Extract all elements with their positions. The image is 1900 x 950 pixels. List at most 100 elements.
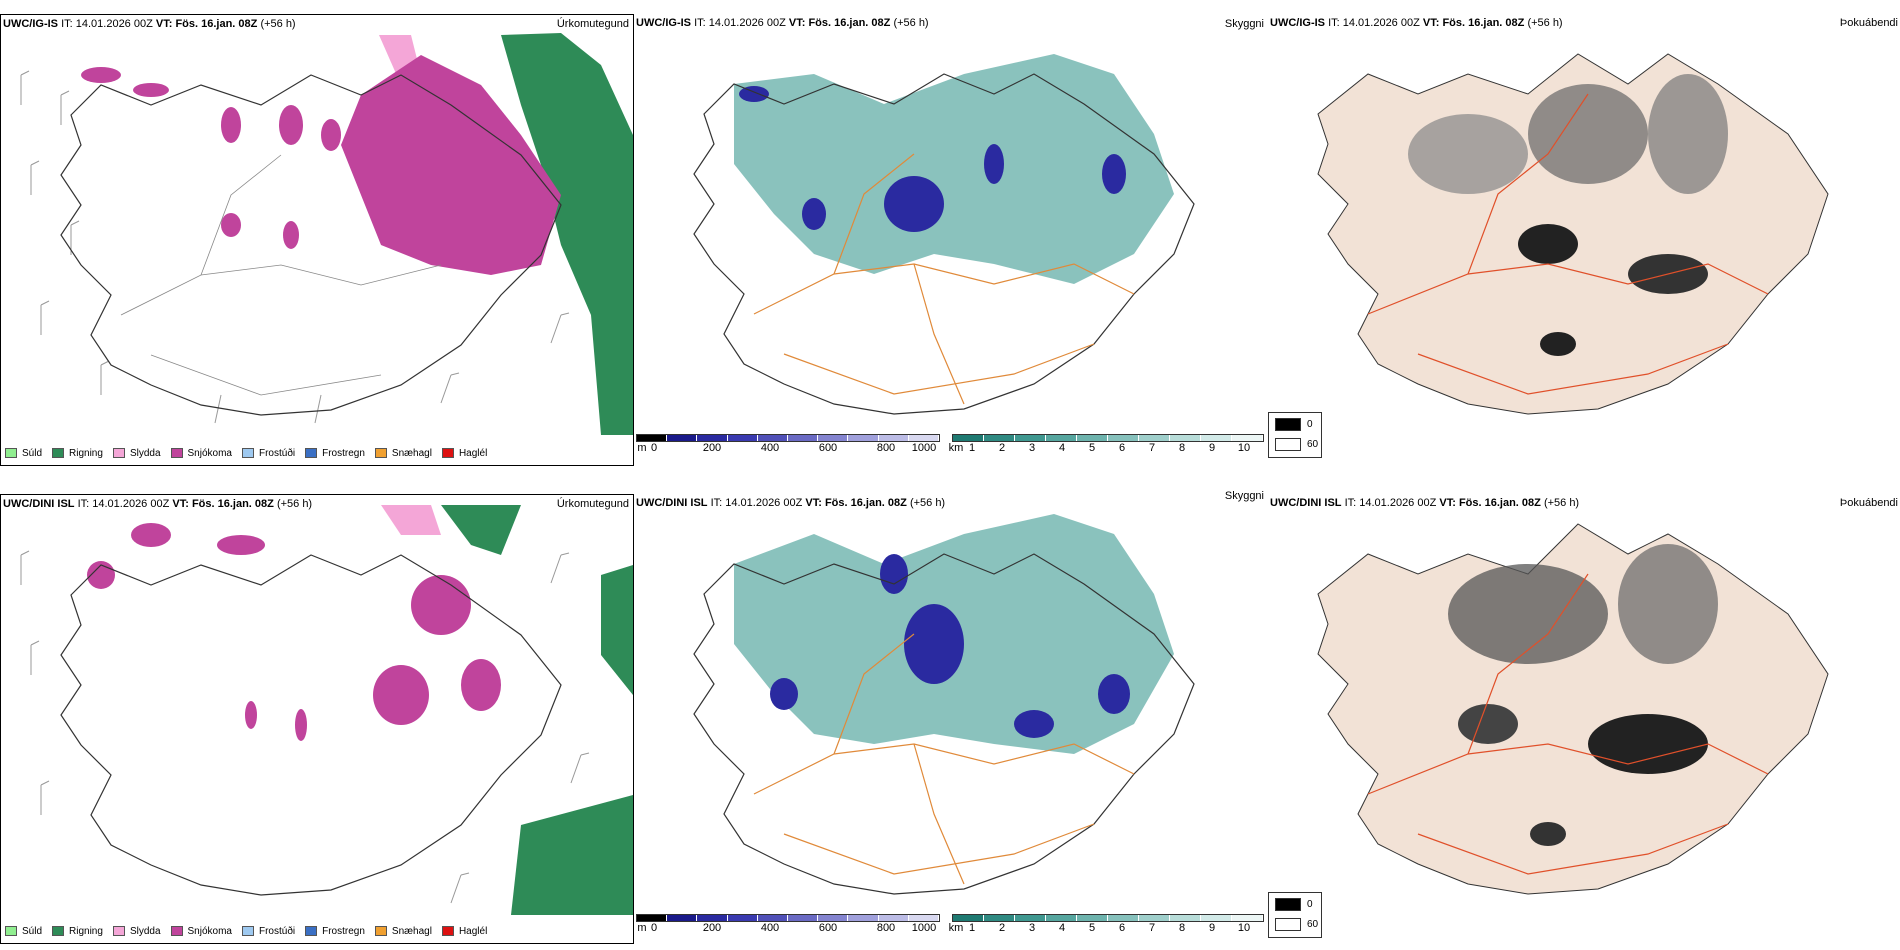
visibility-unit: km xyxy=(948,442,964,454)
tick: 9 xyxy=(1208,442,1216,454)
visibility-map-bottom xyxy=(693,514,1195,895)
precip-type-map-top xyxy=(20,33,633,435)
tick: 1000 xyxy=(911,922,937,934)
panel-title: UWC/IG-IS IT: 14.01.2026 00Z VT: Fös. 16… xyxy=(3,18,296,30)
wind-barbs xyxy=(20,550,590,904)
visibility-bar xyxy=(952,434,1264,442)
panel-label: Úrkomutegund xyxy=(556,18,629,30)
panel-label: Þokuábendi xyxy=(1839,497,1898,509)
tick: 3 xyxy=(1028,922,1036,934)
tick: 8 xyxy=(1178,922,1186,934)
legend-item-slydda: Slydda xyxy=(112,926,161,937)
tick: 600 xyxy=(818,442,838,454)
iceland-outline xyxy=(693,73,1195,415)
visibility-unit: km xyxy=(948,922,964,934)
legend-item-sudl: Súld xyxy=(5,926,42,937)
tick: 800 xyxy=(876,922,896,934)
rain-area-east xyxy=(601,565,633,695)
ceiling-ticks: m 0 200 400 600 800 1000 xyxy=(636,922,940,936)
tick: 6 xyxy=(1118,922,1126,934)
tick: 800 xyxy=(876,442,896,454)
panel-title: UWC/IG-IS IT: 14.01.2026 00Z VT: Fös. 16… xyxy=(1270,17,1563,29)
fog-legend-low: 60 xyxy=(1307,919,1319,930)
snow-patches xyxy=(87,523,501,741)
panel-title: UWC/DINI ISL IT: 14.01.2026 00Z VT: Fös.… xyxy=(1270,497,1580,509)
tick: 4 xyxy=(1058,922,1066,934)
snow-patches xyxy=(81,67,341,249)
tick: 10 xyxy=(1237,922,1251,934)
precip-legend: Súld Rigning Slydda Snjókoma Frostúði Fr… xyxy=(5,445,497,461)
snow-area xyxy=(341,55,561,275)
legend-item-snjokoma: Snjókoma xyxy=(170,448,232,459)
legend-item-sudl: Súld xyxy=(5,448,42,459)
tick: 1000 xyxy=(911,442,937,454)
fog-legend-top: 0 60 xyxy=(1268,412,1322,458)
tick: 200 xyxy=(702,922,722,934)
fog-legend-high: 0 xyxy=(1307,419,1313,430)
tick: 200 xyxy=(702,442,722,454)
tick: 5 xyxy=(1088,922,1096,934)
tick: 0 xyxy=(650,442,658,454)
legend-item-frostregn: Frostregn xyxy=(305,448,365,459)
panel-label: Skyggni xyxy=(1224,18,1264,30)
ceiling-bar xyxy=(636,434,940,442)
ceiling-colorbar: m 0 200 400 600 800 1000 xyxy=(636,434,940,456)
tick: 9 xyxy=(1208,922,1216,934)
sleet-area xyxy=(381,505,441,535)
iceland-outline xyxy=(60,74,562,416)
visibility-colorbar: km 1 2 3 4 5 6 7 8 9 10 xyxy=(948,434,1264,456)
fog-legend-low: 60 xyxy=(1307,439,1319,450)
fog-panel-bottom: UWC/DINI ISL IT: 14.01.2026 00Z VT: Fös.… xyxy=(1268,494,1900,946)
rain-area-south xyxy=(511,795,633,915)
legend-item-rigning: Rigning xyxy=(52,448,103,459)
legend-item-slydda: Slydda xyxy=(112,448,161,459)
tick: 5 xyxy=(1088,442,1096,454)
legend-item-hagel: Haglél xyxy=(441,926,487,937)
fog-patches xyxy=(1408,74,1728,356)
precip-type-panel-top: UWC/IG-IS IT: 14.01.2026 00Z VT: Fös. 16… xyxy=(0,14,634,466)
visibility-ticks: km 1 2 3 4 5 6 7 8 9 10 xyxy=(948,442,1264,456)
iceland-outline xyxy=(60,554,562,896)
visibility-bar xyxy=(952,914,1264,922)
visibility-map-top xyxy=(693,54,1195,415)
visibility-panel-top: UWC/IG-IS IT: 14.01.2026 00Z VT: Fös. 16… xyxy=(634,14,1268,466)
ceiling-unit: m xyxy=(637,922,647,934)
tick: 2 xyxy=(998,922,1006,934)
panel-title: UWC/IG-IS IT: 14.01.2026 00Z VT: Fös. 16… xyxy=(636,17,929,29)
legend-item-snjokoma: Snjókoma xyxy=(170,926,232,937)
panel-title: UWC/DINI ISL IT: 14.01.2026 00Z VT: Fös.… xyxy=(3,498,313,510)
tick: 8 xyxy=(1178,442,1186,454)
tick: 4 xyxy=(1058,442,1066,454)
legend-item-hagel: Haglél xyxy=(441,448,487,459)
panel-label: Úrkomutegund xyxy=(556,498,629,510)
tick: 2 xyxy=(998,442,1006,454)
tick: 6 xyxy=(1118,442,1126,454)
tick: 400 xyxy=(760,922,780,934)
roads-red xyxy=(1367,573,1769,875)
fog-panel-top: UWC/IG-IS IT: 14.01.2026 00Z VT: Fös. 16… xyxy=(1268,14,1900,466)
visibility-area xyxy=(734,54,1174,284)
roads xyxy=(120,154,442,396)
ceiling-ticks: m 0 200 400 600 800 1000 xyxy=(636,442,940,456)
tick: 400 xyxy=(760,442,780,454)
tick: 7 xyxy=(1148,442,1156,454)
panel-title: UWC/DINI ISL IT: 14.01.2026 00Z VT: Fös.… xyxy=(636,497,946,509)
legend-item-frostudi: Frostúði xyxy=(241,448,295,459)
fog-legend-bottom: 0 60 xyxy=(1268,892,1322,938)
tick: 10 xyxy=(1237,442,1251,454)
fog-map-bottom xyxy=(1317,523,1829,895)
ceiling-bar xyxy=(636,914,940,922)
panel-label: Skyggni xyxy=(1224,490,1264,502)
tick: 7 xyxy=(1148,922,1156,934)
iceland-outline xyxy=(693,553,1195,895)
panel-label: Þokuábendi xyxy=(1839,17,1898,29)
legend-item-frostudi: Frostúði xyxy=(241,926,295,937)
precip-type-map-bottom xyxy=(20,505,633,915)
legend-item-snaehagl: Snæhagl xyxy=(374,926,432,937)
precip-type-panel-bottom: UWC/DINI ISL IT: 14.01.2026 00Z VT: Fös.… xyxy=(0,494,634,944)
low-ceiling-patches xyxy=(739,86,1126,232)
rain-area xyxy=(501,33,633,435)
precip-legend: Súld Rigning Slydda Snjókoma Frostúði Fr… xyxy=(5,923,497,939)
legend-item-rigning: Rigning xyxy=(52,926,103,937)
visibility-colorbar: km 1 2 3 4 5 6 7 8 9 10 xyxy=(948,914,1264,936)
